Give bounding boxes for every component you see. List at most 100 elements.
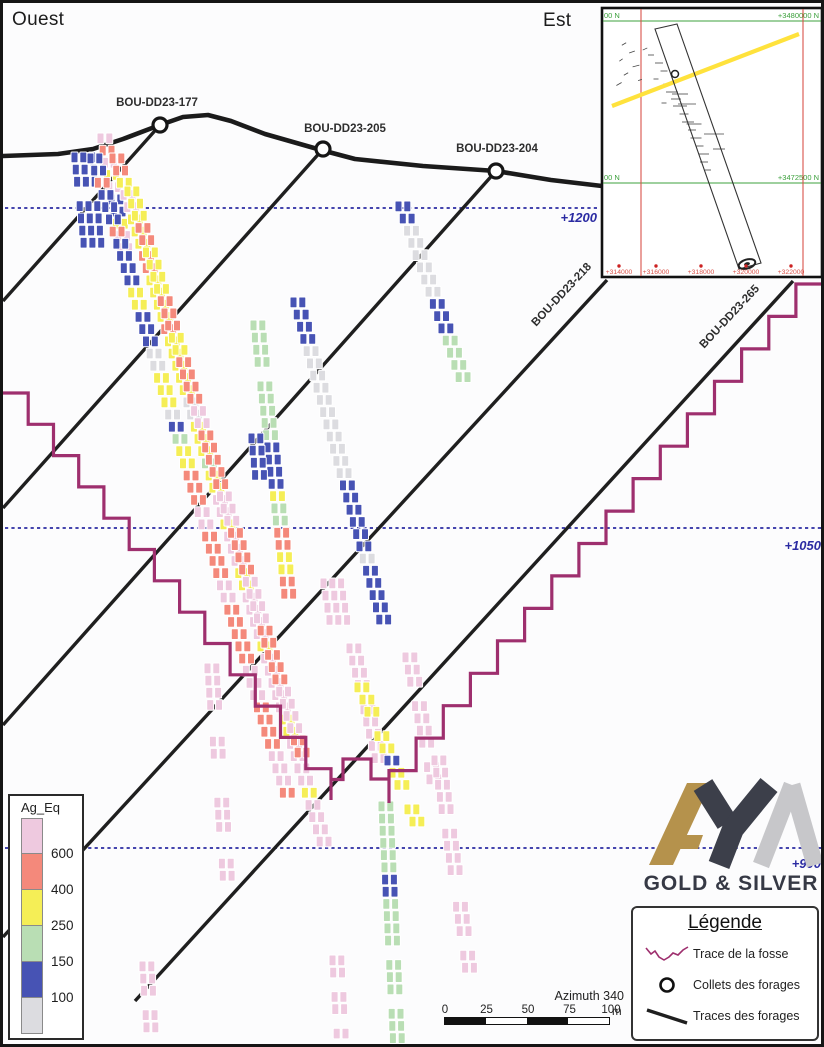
assay-block: [282, 710, 291, 722]
assay-block: [158, 359, 167, 372]
assay-block: [234, 551, 243, 564]
assay-block: [382, 898, 391, 910]
assay-block: [306, 774, 314, 787]
assay-block: [385, 959, 394, 971]
assay-block: [441, 827, 450, 840]
ageq-swatch: [21, 854, 43, 890]
assay-block: [258, 600, 267, 612]
assay-block: [90, 164, 99, 177]
assay-block: [204, 542, 213, 555]
assay-block: [96, 132, 105, 145]
inset-northing-label: +3480000 N: [778, 11, 819, 20]
assay-block: [223, 514, 232, 527]
assay-block: [227, 616, 236, 628]
assay-block: [264, 738, 273, 750]
assay-block: [210, 441, 218, 454]
assay-block: [193, 506, 202, 518]
scale-tick-label: 25: [480, 1004, 493, 1016]
assay-block: [397, 1032, 406, 1044]
inset-easting-dot: [789, 264, 793, 268]
assay-block: [259, 404, 268, 417]
assay-block: [79, 151, 88, 164]
assay-block: [378, 812, 387, 825]
assay-block: [424, 285, 433, 298]
assay-block: [201, 441, 210, 454]
inset-easting-label: +314000: [606, 269, 633, 276]
assay-block: [132, 185, 141, 198]
assay-block: [416, 261, 424, 274]
assay-block: [267, 478, 276, 490]
assay-block: [260, 636, 269, 649]
assay-block: [367, 693, 376, 706]
assay-block: [391, 910, 400, 922]
assay-block: [136, 286, 144, 299]
assay-block: [340, 1003, 349, 1015]
assay-block: [169, 307, 178, 320]
assay-block: [319, 577, 328, 590]
assay-block: [86, 152, 95, 165]
assay-block: [277, 490, 286, 502]
logo-gray-a-right: [783, 782, 821, 868]
assay-block: [387, 742, 396, 755]
assay-block: [429, 273, 438, 286]
assay-block: [401, 651, 410, 664]
assay-block: [269, 417, 278, 429]
assay-block: [433, 310, 442, 322]
assay-block: [241, 575, 250, 588]
assay-block: [444, 852, 453, 864]
assay-block: [280, 762, 289, 775]
assay-block: [417, 815, 426, 828]
assay-block: [355, 540, 364, 553]
assay-block: [154, 258, 163, 271]
assay-block: [424, 724, 433, 737]
assay-block: [127, 286, 136, 299]
assay-block: [434, 778, 443, 791]
assay-block: [403, 663, 412, 676]
assay-block: [393, 779, 402, 791]
assay-block: [182, 380, 191, 393]
assay-block: [165, 295, 174, 307]
assay-block: [214, 686, 223, 699]
assay-block: [374, 577, 383, 589]
pit-trace-line: [3, 282, 821, 803]
assay-block: [148, 972, 157, 985]
interval-string: [247, 432, 268, 481]
assay-block: [309, 369, 318, 382]
assay-block: [460, 900, 469, 913]
assay-block: [321, 589, 330, 602]
interval-string: [203, 662, 236, 882]
assay-block: [258, 456, 267, 469]
assay-block: [386, 983, 395, 996]
assay-block: [296, 320, 305, 333]
assay-block: [352, 528, 361, 540]
legende-item-label: Traces des forages: [693, 1008, 800, 1023]
assay-block: [245, 677, 254, 689]
inset-easting-label: +318000: [688, 269, 715, 276]
assay-block: [197, 429, 206, 442]
aya-logo-text: GOLD & SILVER: [643, 872, 819, 895]
assay-block: [79, 236, 88, 249]
assay-block: [191, 380, 200, 393]
assay-block: [138, 234, 147, 247]
assay-block: [329, 442, 338, 455]
assay-block: [228, 591, 237, 604]
scale-bar-unit: m: [612, 1006, 622, 1018]
assay-block: [324, 394, 333, 406]
assay-block: [145, 347, 154, 360]
assay-block: [258, 319, 267, 332]
assay-block: [394, 971, 403, 983]
assay-block: [433, 285, 442, 298]
assay-block: [147, 323, 156, 335]
assay-block: [173, 319, 181, 332]
assay-block: [252, 343, 261, 356]
assay-block: [441, 766, 450, 779]
assay-block: [142, 246, 150, 259]
assay-block: [302, 345, 311, 357]
assay-block: [379, 849, 388, 861]
assay-block: [442, 310, 450, 322]
assay-block: [450, 359, 459, 371]
assay-block: [287, 697, 296, 710]
assay-block: [443, 839, 452, 852]
ageq-color-scale: Ag_Eq 600 400 250 150 100: [8, 794, 84, 1040]
assay-block: [371, 715, 380, 728]
